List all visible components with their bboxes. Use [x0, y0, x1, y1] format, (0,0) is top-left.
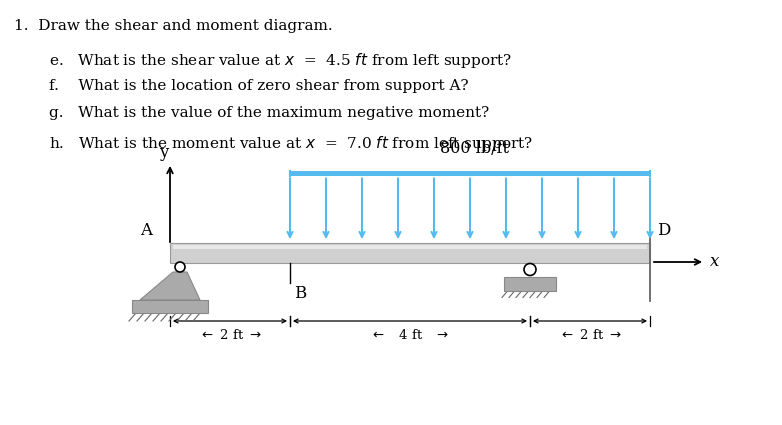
Bar: [290, 171, 650, 176]
Text: 1.  Draw the shear and moment diagram.: 1. Draw the shear and moment diagram.: [14, 19, 332, 33]
Text: f.    What is the location of zero shear from support A?: f. What is the location of zero shear fr…: [49, 79, 469, 93]
Text: B: B: [294, 285, 307, 302]
Circle shape: [524, 264, 536, 275]
Text: $\leftarrow$ 2 ft $\rightarrow$: $\leftarrow$ 2 ft $\rightarrow$: [199, 328, 261, 342]
Bar: [504, 277, 556, 291]
Polygon shape: [140, 272, 200, 300]
Text: h.   What is the moment value at $x$  =  7.0 $ft$ from left support?: h. What is the moment value at $x$ = 7.0…: [49, 134, 533, 153]
Text: y: y: [160, 144, 169, 161]
Text: D: D: [657, 222, 670, 239]
Circle shape: [175, 262, 185, 272]
Text: g.   What is the value of the maximum negative moment?: g. What is the value of the maximum nega…: [49, 106, 490, 120]
Bar: [132, 300, 208, 313]
Text: C: C: [538, 278, 551, 295]
Text: $\leftarrow$ 2 ft $\rightarrow$: $\leftarrow$ 2 ft $\rightarrow$: [558, 328, 621, 342]
Text: 800 lb/ft: 800 lb/ft: [440, 140, 510, 157]
Bar: [173, 245, 647, 249]
Text: x: x: [710, 252, 719, 269]
Text: $\leftarrow$   4 ft   $\rightarrow$: $\leftarrow$ 4 ft $\rightarrow$: [371, 328, 450, 342]
Text: e.   What is the shear value at $x$  =  4.5 $ft$ from left support?: e. What is the shear value at $x$ = 4.5 …: [49, 51, 512, 70]
Text: A: A: [140, 222, 152, 239]
Bar: [170, 243, 650, 263]
